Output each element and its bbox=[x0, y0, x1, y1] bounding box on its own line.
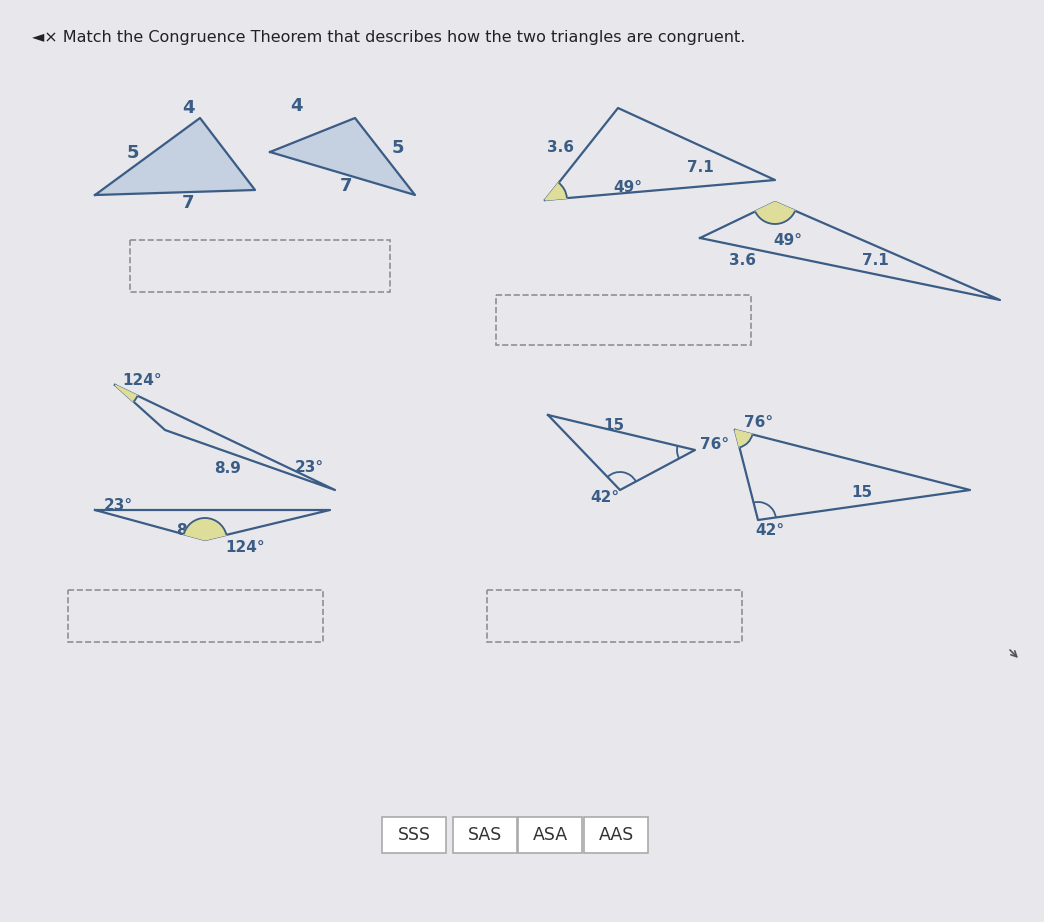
Text: SAS: SAS bbox=[468, 826, 502, 844]
FancyBboxPatch shape bbox=[584, 817, 648, 853]
Text: 42°: 42° bbox=[591, 490, 619, 504]
Wedge shape bbox=[755, 202, 796, 224]
Bar bbox=[487, 590, 742, 642]
Text: 7: 7 bbox=[339, 177, 352, 195]
Wedge shape bbox=[184, 518, 227, 540]
Polygon shape bbox=[95, 118, 255, 195]
Text: 124°: 124° bbox=[122, 372, 162, 387]
Wedge shape bbox=[545, 183, 567, 200]
FancyBboxPatch shape bbox=[453, 817, 517, 853]
Bar bbox=[68, 590, 323, 642]
Text: 4: 4 bbox=[290, 97, 303, 115]
Wedge shape bbox=[115, 385, 138, 402]
Text: 7.1: 7.1 bbox=[861, 253, 888, 267]
Text: 7: 7 bbox=[182, 194, 194, 212]
Text: AAS: AAS bbox=[598, 826, 634, 844]
Text: 3.6: 3.6 bbox=[729, 253, 756, 267]
Text: 8.9: 8.9 bbox=[176, 523, 204, 538]
Text: 3.6: 3.6 bbox=[546, 140, 573, 156]
Polygon shape bbox=[270, 118, 416, 195]
Text: 42°: 42° bbox=[755, 523, 784, 538]
Bar bbox=[496, 295, 751, 345]
Text: 124°: 124° bbox=[226, 539, 264, 554]
Text: 76°: 76° bbox=[744, 415, 774, 430]
FancyBboxPatch shape bbox=[382, 817, 446, 853]
Text: 4: 4 bbox=[182, 99, 194, 117]
Text: ◄× Match the Congruence Theorem that describes how the two triangles are congrue: ◄× Match the Congruence Theorem that des… bbox=[32, 30, 745, 45]
Text: 49°: 49° bbox=[774, 232, 803, 247]
Text: SSS: SSS bbox=[398, 826, 430, 844]
Text: 49°: 49° bbox=[614, 181, 642, 195]
Text: 5: 5 bbox=[392, 139, 404, 157]
Text: 7.1: 7.1 bbox=[687, 160, 713, 175]
FancyBboxPatch shape bbox=[518, 817, 582, 853]
Bar bbox=[130, 240, 390, 292]
Text: 15: 15 bbox=[852, 484, 873, 500]
Text: 23°: 23° bbox=[295, 459, 324, 475]
Text: 23°: 23° bbox=[104, 498, 134, 513]
Text: 8.9: 8.9 bbox=[215, 460, 241, 476]
Text: ASA: ASA bbox=[532, 826, 568, 844]
Text: 5: 5 bbox=[126, 144, 139, 162]
Wedge shape bbox=[735, 430, 753, 447]
Text: 76°: 76° bbox=[699, 436, 729, 452]
Text: 15: 15 bbox=[603, 418, 624, 432]
